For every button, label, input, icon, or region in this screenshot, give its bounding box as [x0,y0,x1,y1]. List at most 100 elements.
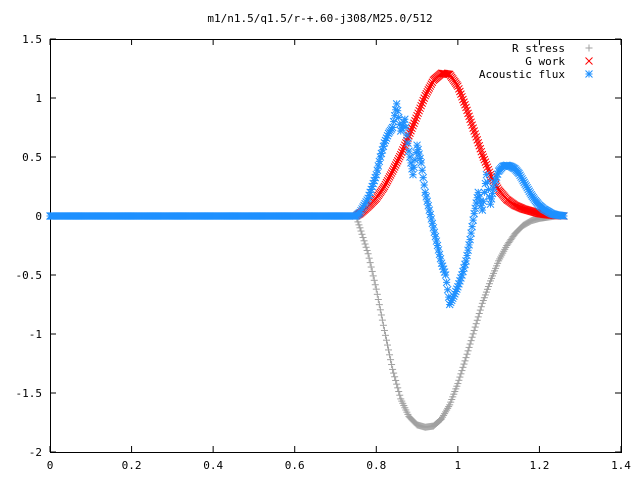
data-point [429,223,438,232]
data-point [396,391,404,399]
data-point [423,197,432,206]
data-point [463,350,471,358]
data-point [409,170,417,179]
data-point [388,167,397,176]
data-point [386,351,394,359]
data-point [415,106,423,115]
data-point [454,380,462,388]
data-point [477,303,485,311]
data-point [422,89,431,98]
data-point [435,250,444,259]
data-point [395,388,403,396]
data-point [362,243,370,251]
legend-label: R stress [512,42,565,55]
series-acoustic-flux [46,100,568,309]
data-point [467,337,475,345]
legend-label: G work [525,55,565,68]
data-point [390,369,398,377]
data-point [483,163,492,172]
data-point [416,154,424,163]
data-point [418,99,427,108]
data-point [373,290,381,298]
data-point [360,237,368,245]
y-tick-label: 1 [35,92,42,105]
data-point [393,380,401,388]
data-point [388,123,397,132]
data-point [357,227,365,235]
data-point [358,230,366,238]
plot-border [50,39,622,453]
data-point [442,408,450,416]
data-point [365,254,373,262]
data-point [483,178,492,186]
data-point [456,87,464,96]
data-point [387,169,396,177]
data-point [467,229,475,237]
data-point [373,166,382,175]
data-point [465,241,473,249]
y-tick-label: -2 [29,446,42,459]
chart-title: m1/n1.5/q1.5/r-+.60-j308/M25.0/512 [207,12,432,25]
data-point [461,357,469,365]
data-point [454,82,462,91]
data-point [380,326,388,334]
data-point [410,163,418,172]
data-point [375,157,384,166]
data-point [443,406,451,414]
data-point [391,161,400,169]
data-point [460,360,468,368]
data-point [424,86,433,94]
data-point [441,271,450,279]
data-point [392,376,400,384]
data-point [367,263,375,271]
data-point [424,201,433,210]
data-point [458,92,466,101]
data-point [472,320,480,328]
data-point [442,70,451,78]
x-tick-label: 0.8 [366,459,386,472]
data-point [421,188,430,197]
data-point [479,153,488,162]
y-tick-label: -0.5 [16,269,43,282]
data-point [377,311,385,319]
data-point [455,85,463,93]
y-axis: 1.5 1 0.5 0 -0.5 -1 -1.5 -2 [16,33,621,459]
data-point [369,272,377,280]
data-point [389,165,398,173]
legend-marker [585,57,593,65]
data-point [427,80,436,88]
data-point [455,376,463,384]
data-point [404,139,412,147]
data-point [368,267,376,275]
data-point [457,90,465,99]
series-r-stress [46,212,568,431]
data-point [376,306,384,314]
data-point [474,188,483,197]
data-point [428,219,437,228]
data-point [465,343,473,351]
data-point [364,250,372,258]
data-point [442,278,451,287]
data-point [433,241,442,250]
series-layer [46,69,568,431]
data-point [361,240,369,248]
data-point [481,158,490,167]
data-point [436,254,445,263]
data-point [412,114,420,123]
data-point [479,197,488,206]
data-point [420,94,429,103]
data-point [408,124,416,133]
data-point [411,116,419,125]
data-point [397,148,406,157]
x-tick-label: 0.4 [203,459,223,472]
data-point [416,104,424,113]
data-point [370,276,378,284]
data-point [372,285,380,293]
data-point [478,150,487,159]
data-point [425,206,434,214]
data-point [470,326,478,334]
data-point [461,100,469,109]
data-point [423,87,432,96]
x-tick-label: 0 [47,459,54,472]
